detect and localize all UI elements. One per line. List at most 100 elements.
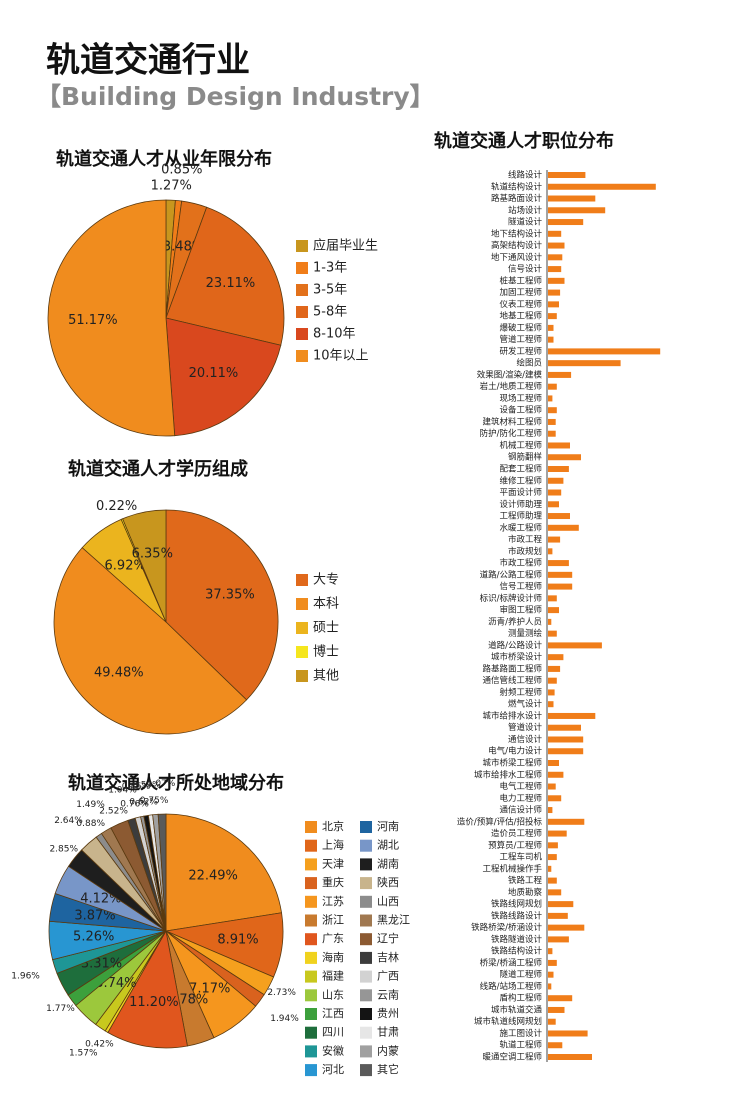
legend-swatch xyxy=(360,989,372,1002)
bar xyxy=(548,924,585,931)
legend-swatch xyxy=(296,284,308,296)
bar xyxy=(548,748,584,755)
bar-label: 绘图员 xyxy=(516,358,542,369)
bar xyxy=(548,301,559,308)
bar xyxy=(548,395,553,402)
pie-slice xyxy=(47,199,176,437)
slice-label: 0.59% xyxy=(132,780,161,790)
legend-label: 云南 xyxy=(377,988,399,1001)
bar xyxy=(548,477,564,484)
legend-label: 天津 xyxy=(322,857,344,870)
legend-label: 重庆 xyxy=(322,875,344,889)
bar-label: 射频工程师 xyxy=(499,687,542,698)
slice-label: 20.11% xyxy=(189,366,239,381)
bar xyxy=(548,313,557,320)
bar xyxy=(548,760,559,766)
bar xyxy=(548,701,554,708)
bar xyxy=(548,854,557,861)
bar-label: 地基工程师 xyxy=(499,311,542,322)
legend-swatch xyxy=(305,914,317,927)
bar-label: 爆破工程师 xyxy=(499,322,542,333)
legend-swatch xyxy=(360,839,372,852)
bar xyxy=(548,724,581,731)
bar-label: 防护/防化工程师 xyxy=(480,428,543,439)
bar-label: 城市桥梁设计 xyxy=(491,652,543,663)
bar xyxy=(548,560,569,567)
bar-label: 管道设计 xyxy=(508,722,543,733)
bar-label: 轨道工程师 xyxy=(499,1040,542,1051)
bar-label: 维修工程师 xyxy=(499,475,542,486)
pie-slice xyxy=(165,206,285,346)
bar-label: 电力工程师 xyxy=(499,793,542,804)
bar-label: 信号工程师 xyxy=(499,581,542,592)
bar xyxy=(548,324,554,331)
legend-swatch xyxy=(305,933,317,946)
pie-slice xyxy=(165,317,282,437)
bar-label: 水暖工程师 xyxy=(499,522,542,533)
bar-label: 信号设计 xyxy=(508,264,543,275)
legend-label: 5-8年 xyxy=(313,305,347,320)
legend-label: 浙江 xyxy=(322,914,344,927)
legend-label: 硕士 xyxy=(313,621,339,636)
bar-label: 研发工程师 xyxy=(499,346,542,357)
chart-title: 轨道交通人才所处地域分布 xyxy=(68,772,284,794)
slice-label: 1.57% xyxy=(69,1049,98,1059)
legend-label: 陕西 xyxy=(377,875,399,889)
bar xyxy=(548,807,553,814)
bar xyxy=(548,771,564,778)
bar xyxy=(548,677,557,684)
pie-slice xyxy=(107,929,188,1049)
bar-label: 通信设计师 xyxy=(499,805,542,816)
bar xyxy=(548,501,559,508)
legend-swatch xyxy=(296,574,308,586)
bar-label: 地质勘察 xyxy=(508,887,543,898)
bar-label: 盾构工程师 xyxy=(499,993,542,1004)
legend-swatch xyxy=(360,1026,372,1039)
slice-label: 0.88% xyxy=(76,819,105,829)
bar xyxy=(548,454,581,461)
legend-label: 其他 xyxy=(313,669,339,684)
bar-label: 工程师助理 xyxy=(499,511,542,522)
bar xyxy=(548,336,554,343)
bar xyxy=(548,583,573,590)
legend-swatch xyxy=(360,933,372,946)
slice-label: 1.04% xyxy=(108,786,137,796)
legend-label: 海南 xyxy=(322,950,344,964)
legend-label: 甘肃 xyxy=(377,1026,399,1039)
bar-label: 测量测绘 xyxy=(508,628,543,639)
legend-label: 广东 xyxy=(322,932,344,945)
legend-swatch xyxy=(360,821,372,833)
bar xyxy=(548,1030,588,1037)
bar-label: 燃气设计 xyxy=(508,699,543,710)
bar-label: 线路/站场工程师 xyxy=(480,981,543,992)
legend-swatch xyxy=(360,858,372,871)
legend-label: 广西 xyxy=(377,970,399,983)
slice-label: 1.96% xyxy=(11,971,40,981)
legend-label: 3-5年 xyxy=(313,283,347,298)
legend-swatch xyxy=(296,262,308,274)
bar-label: 市政工程师 xyxy=(499,558,542,569)
legend-swatch xyxy=(305,1064,317,1077)
bar-label: 城市给排水设计 xyxy=(482,710,542,721)
bar xyxy=(548,548,553,555)
slice-label: 1.94% xyxy=(270,1014,299,1024)
legend-swatch xyxy=(360,895,372,908)
bar-label: 隧道设计 xyxy=(508,217,543,228)
slice-label: 1.49% xyxy=(76,800,105,810)
bar xyxy=(548,1054,592,1060)
legend-swatch xyxy=(305,839,317,852)
legend-swatch xyxy=(305,877,317,890)
bar-label: 岩土/地质工程师 xyxy=(480,381,543,392)
legend-label: 山东 xyxy=(322,988,344,1001)
bar-label: 暖通空调工程师 xyxy=(482,1052,542,1063)
bar-label: 审图工程师 xyxy=(499,605,542,616)
legend-swatch xyxy=(360,877,372,890)
bar xyxy=(548,818,585,825)
legend-swatch xyxy=(360,914,372,927)
legend-swatch xyxy=(360,951,372,964)
legend-swatch xyxy=(360,1045,372,1058)
slice-label: 3.87% xyxy=(74,909,115,924)
bar-label: 铁路桥梁/桥涵设计 xyxy=(471,922,542,933)
bar xyxy=(548,430,556,437)
slice-label: 2.64% xyxy=(54,816,83,826)
